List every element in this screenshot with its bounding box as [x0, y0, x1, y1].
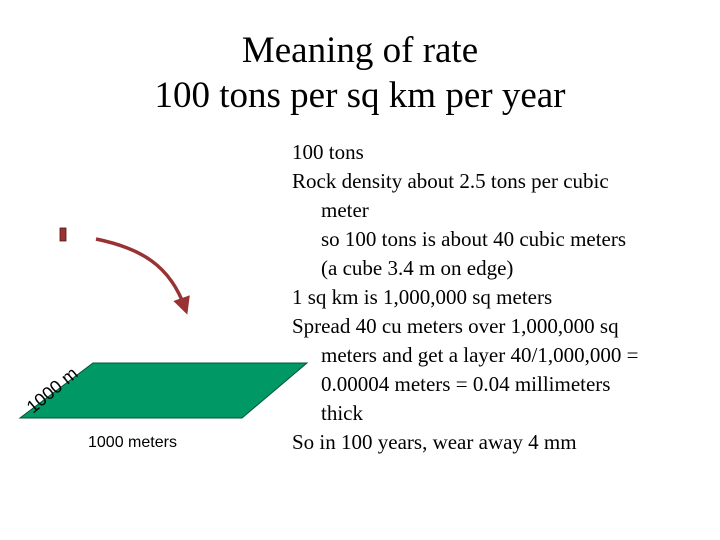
text-line: (a cube 3.4 m on edge): [321, 256, 514, 280]
spread-arrow: [95, 237, 190, 315]
explanation-text: 100 tons Rock density about 2.5 tons per…: [292, 138, 712, 457]
title-line-1: Meaning of rate: [241, 30, 479, 71]
text-line: meter: [321, 198, 369, 222]
square-km-plate: [18, 362, 309, 419]
rock-block: [59, 227, 67, 242]
bottom-length-label: 1000 meters: [88, 434, 177, 451]
text-line: 100 tons: [292, 140, 364, 164]
text-line: So in 100 years, wear away 4 mm: [292, 430, 577, 454]
text-line: 0.00004 meters = 0.04 millimeters: [321, 372, 611, 396]
text-line: meters and get a layer 40/1,000,000 =: [321, 343, 639, 367]
text-line: thick: [321, 401, 363, 425]
title-line-2: 100 tons per sq km per year: [154, 75, 566, 116]
text-line: Rock density about 2.5 tons per cubic: [292, 169, 609, 193]
slide-title: Meaning of rate 100 tons per sq km per y…: [0, 28, 720, 118]
text-line: 1 sq km is 1,000,000 sq meters: [292, 285, 553, 309]
text-line: Spread 40 cu meters over 1,000,000 sq: [292, 314, 619, 338]
text-line: so 100 tons is about 40 cubic meters: [321, 227, 627, 251]
